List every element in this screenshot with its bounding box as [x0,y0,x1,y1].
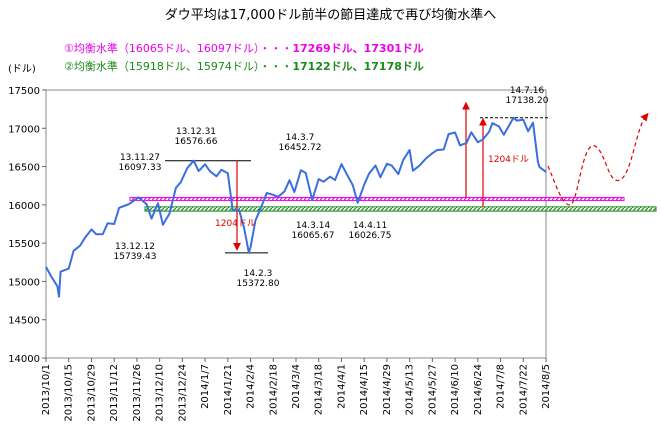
band1-legend-main: ①均衡水準（16065ドル、16097ドル）・・・ [64,42,293,55]
x-tick-label: 2013/12/24 [177,364,188,422]
x-tick-label: 2014/8/5 [541,364,552,409]
band2-legend-target: 17122ドル、17178ドル [292,60,424,73]
x-tick-label: 2014/2/4 [246,364,257,409]
x-tick-label: 2014/7/8 [496,364,507,409]
annotation-date: 13.11.27 [120,153,160,163]
projection-path [547,112,649,206]
annotation-value: 16026.75 [349,231,392,241]
dow-price-line [45,116,547,298]
y-tick-label: 17000 [8,124,40,135]
x-tick-label: 2014/3/18 [314,364,325,415]
annotation-date: 14.3.7 [286,133,315,143]
y-tick-label: 14000 [8,354,40,365]
band2-legend: ②均衡水準（15918ドル、15974ドル）・・・17122ドル、17178ドル [64,58,424,74]
annotation-value: 16097.33 [119,163,162,173]
x-tick-label: 2013/12/10 [155,364,166,422]
gap-label-decline: 1204ドル [215,219,256,229]
x-tick-label: 2014/3/4 [291,364,302,409]
x-tick-label: 2014/7/22 [518,364,529,415]
annotation-date: 14.3.14 [296,221,331,231]
x-tick-label: 2014/4/1 [336,364,347,409]
annotation-date: 13.12.12 [115,242,155,252]
x-tick-label: 2014/4/29 [382,364,393,415]
x-tick-label: 2013/10/1 [41,364,52,415]
band1-legend-target: 17269ドル、17301ドル [292,42,424,55]
x-tick-label: 2013/10/15 [64,364,75,422]
x-tick-label: 2013/11/12 [109,364,120,422]
annotation-date: 14.4.11 [353,221,387,231]
chart-title: ダウ平均は17,000ドル前半の節目達成で再び均衡水準へ [164,8,497,23]
x-tick-label: 2014/6/24 [473,364,484,415]
x-tick-label: 2014/1/21 [223,364,234,415]
y-tick-label: 17500 [8,86,40,97]
y-tick-label: 15000 [8,277,40,288]
gap-label-rise: 1204ドル [488,155,529,165]
y-axis-unit: (ドル) [8,64,36,75]
annotation-value: 16065.67 [292,231,335,241]
x-tick-label: 2014/5/27 [427,364,438,415]
band2-legend-main: ②均衡水準（15918ドル、15974ドル）・・・ [64,60,293,73]
annotation-date: 14.7.16 [510,86,545,96]
y-tick-label: 14500 [8,316,40,327]
annotation-value: 16452.72 [279,143,322,153]
x-tick-label: 2014/4/15 [359,364,370,415]
x-tick-label: 2013/11/26 [132,364,143,422]
x-tick-label: 2014/5/13 [405,364,416,415]
annotation-date: 13.12.31 [176,127,216,137]
equilibrium-band-2 [144,206,657,212]
band1-legend: ①均衡水準（16065ドル、16097ドル）・・・17269ドル、17301ドル [64,40,424,56]
x-tick-label: 2014/6/10 [450,364,461,415]
annotation-value: 17138.20 [506,96,549,106]
annotation-value: 15372.80 [237,279,280,289]
equilibrium-band-1 [129,196,625,201]
y-tick-label: 15500 [8,239,40,250]
x-tick-label: 2014/2/18 [268,364,279,415]
x-tick-label: 2014/1/7 [200,364,211,409]
annotation-value: 16576.66 [175,137,218,147]
annotation-date: 14.2.3 [244,269,273,279]
annotation-value: 15739.43 [114,252,157,262]
x-tick-label: 2013/10/29 [86,364,97,422]
y-tick-label: 16000 [8,201,40,212]
y-tick-label: 16500 [8,163,40,174]
